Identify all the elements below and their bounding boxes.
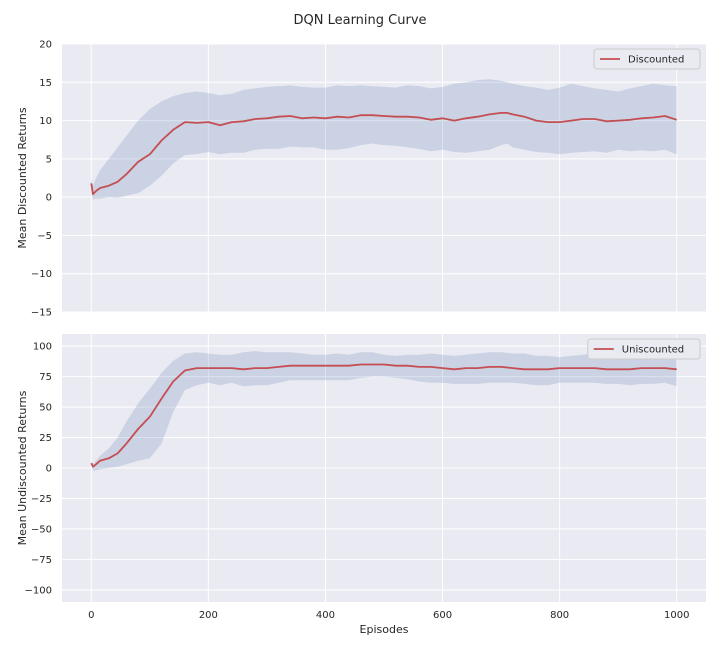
legend-box xyxy=(593,48,701,70)
confidence-band xyxy=(91,351,677,471)
y-tick-label: −5 xyxy=(37,231,52,242)
legend: Discounted xyxy=(593,48,701,70)
y-tick-label: −100 xyxy=(25,585,52,596)
chart-title: DQN Learning Curve xyxy=(293,13,426,28)
x-tick-label: 800 xyxy=(550,610,569,621)
x-axis-label: Episodes xyxy=(360,623,409,636)
legend: Uniscounted xyxy=(587,338,701,360)
y-tick-label: 0 xyxy=(46,464,52,475)
y-tick-label: −50 xyxy=(31,524,52,535)
x-tick-label: 600 xyxy=(433,610,452,621)
y-tick-label: 100 xyxy=(33,342,52,353)
y-axis-label: Mean Discounted Returns xyxy=(16,107,29,249)
y-tick-label: 0 xyxy=(46,193,52,204)
y-tick-label: 20 xyxy=(39,40,52,51)
y-tick-label: 15 xyxy=(39,78,52,89)
x-tick-label: 200 xyxy=(199,610,218,621)
y-tick-label: 25 xyxy=(39,433,52,444)
y-tick-label: 75 xyxy=(39,372,52,383)
plot-area xyxy=(62,44,706,312)
y-tick-label: −10 xyxy=(31,269,52,280)
subplot-1: −15 −10 −5 0 5 10 15 20 Mean Discounted Returns D… xyxy=(16,40,706,319)
gridlines xyxy=(62,43,706,313)
y-tick-label: 50 xyxy=(39,403,52,414)
mean-line xyxy=(90,363,677,468)
y-tick-label: 10 xyxy=(39,116,52,127)
subplot-2: −100 −75 −50 −25 0 25 50 75 100 Mean Undiscounted… xyxy=(16,334,706,621)
mean-line xyxy=(90,112,677,196)
x-tick-label: 400 xyxy=(316,610,335,621)
y-tick-label: 5 xyxy=(46,154,52,165)
legend-label: Discounted xyxy=(628,55,684,66)
y-tick-label: −75 xyxy=(31,555,52,566)
y-tick-label: −15 xyxy=(31,308,52,319)
y-tick-label: −25 xyxy=(31,494,52,505)
legend-box xyxy=(587,338,701,360)
confidence-band xyxy=(91,79,677,200)
x-tick-label: 1000 xyxy=(664,610,689,621)
x-tick-label: 0 xyxy=(88,610,94,621)
legend-label: Uniscounted xyxy=(622,345,684,356)
y-axis-label: Mean Undiscounted Returns xyxy=(16,390,29,545)
